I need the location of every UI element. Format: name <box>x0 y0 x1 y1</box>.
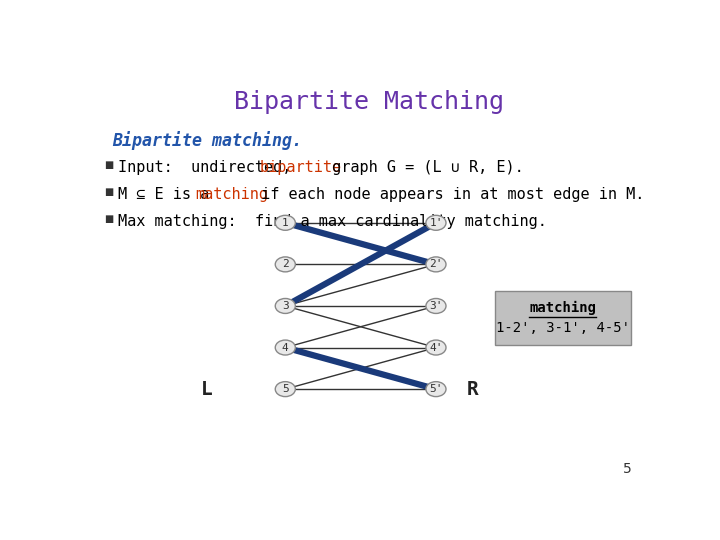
Circle shape <box>275 215 295 230</box>
Circle shape <box>275 257 295 272</box>
Text: 4': 4' <box>429 342 443 353</box>
Circle shape <box>426 340 446 355</box>
Text: matching: matching <box>529 301 596 315</box>
Text: M ⊆ E is a: M ⊆ E is a <box>118 187 218 202</box>
Text: 1-2', 3-1', 4-5': 1-2', 3-1', 4-5' <box>496 321 630 335</box>
Circle shape <box>275 299 295 313</box>
Text: ■: ■ <box>104 214 113 225</box>
Text: 2': 2' <box>429 259 443 269</box>
Circle shape <box>426 257 446 272</box>
Text: 2: 2 <box>282 259 289 269</box>
Text: 3': 3' <box>429 301 443 311</box>
Text: matching: matching <box>196 187 269 202</box>
Text: 3: 3 <box>282 301 289 311</box>
Circle shape <box>426 299 446 313</box>
Circle shape <box>426 215 446 230</box>
Text: Max matching:  find a max cardinality matching.: Max matching: find a max cardinality mat… <box>118 214 546 230</box>
Text: if each node appears in at most edge in M.: if each node appears in at most edge in … <box>252 187 644 202</box>
Text: R: R <box>467 380 478 399</box>
FancyBboxPatch shape <box>495 292 631 346</box>
Text: ■: ■ <box>104 160 113 171</box>
Text: Bipartite Matching: Bipartite Matching <box>234 90 504 114</box>
Text: 1: 1 <box>282 218 289 228</box>
Text: bipartite: bipartite <box>259 160 341 176</box>
Text: ■: ■ <box>104 187 113 198</box>
Text: 5: 5 <box>282 384 289 394</box>
Text: 1': 1' <box>429 218 443 228</box>
Text: Bipartite matching.: Bipartite matching. <box>112 131 302 150</box>
Circle shape <box>275 382 295 396</box>
Text: 5': 5' <box>429 384 443 394</box>
Text: 5: 5 <box>623 462 631 476</box>
Text: Input:  undirected,: Input: undirected, <box>118 160 300 176</box>
Text: 4: 4 <box>282 342 289 353</box>
Circle shape <box>426 382 446 396</box>
Text: graph G = (L ∪ R, E).: graph G = (L ∪ R, E). <box>323 160 523 176</box>
Circle shape <box>275 340 295 355</box>
Text: L: L <box>202 380 213 399</box>
